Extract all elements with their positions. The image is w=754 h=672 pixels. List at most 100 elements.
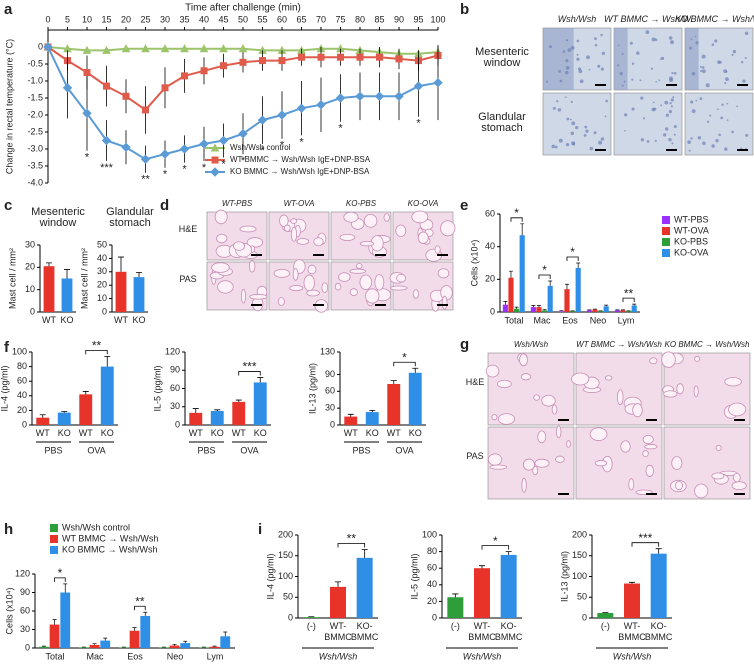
error-bar [136, 272, 142, 278]
error-bar [52, 619, 57, 625]
airway [616, 389, 624, 406]
legend-label: WT-OVA [674, 225, 709, 235]
legend-label: WT BMMC → Wsh/Wsh IgE+DNP-BSA [230, 155, 371, 164]
significance-label: * [542, 263, 547, 277]
cell [565, 65, 570, 70]
marker [62, 83, 73, 93]
significance-label: *** [242, 360, 256, 374]
cell [631, 78, 634, 81]
cell [631, 107, 635, 111]
error-bar [536, 305, 541, 308]
y-tick-label: -2.0 [27, 109, 43, 119]
chart-title: Time after challenge (min) [185, 3, 301, 14]
error-bar [183, 640, 188, 644]
marker [218, 135, 229, 146]
airway [732, 473, 741, 483]
airway [715, 444, 722, 451]
panel-letter: b [460, 1, 469, 18]
x-tick-label: KO-BMMC [644, 621, 673, 642]
marker [122, 92, 130, 100]
x-tick-label-box: WT-BMMC [618, 621, 646, 642]
y-tick-label: 80 [427, 546, 437, 556]
significance-label: * [221, 158, 226, 170]
marker [239, 58, 247, 66]
error-bar [479, 565, 485, 569]
cell [701, 66, 705, 69]
error-bar [335, 581, 341, 587]
error-bar [39, 414, 46, 418]
group-label: OVA [87, 445, 105, 455]
cell [551, 144, 556, 149]
airway [396, 273, 407, 283]
cell [586, 55, 590, 60]
bar [592, 309, 598, 312]
bar [209, 646, 220, 648]
bar [542, 310, 548, 312]
marker [219, 44, 228, 53]
airway [675, 480, 683, 491]
x-tick-label-box: WT [42, 315, 56, 325]
micrograph-column-label-box: KO BMMC → Wsh/Wsh [665, 340, 750, 349]
significance-bracket [510, 217, 523, 222]
significance-bracket [631, 542, 660, 547]
micrograph [613, 92, 683, 156]
micrograph [389, 261, 454, 312]
significance-bracket [538, 274, 551, 279]
micrograph-column-label-box: Wsh/Wsh [514, 340, 548, 349]
y-tick-label: 0 [175, 419, 180, 429]
x-tick-label: (-) [306, 621, 316, 631]
y-tick-label: -3.5 [27, 160, 43, 170]
marker [277, 110, 287, 120]
airway [296, 238, 310, 245]
airway [489, 464, 508, 470]
x-tick-label: Lym [618, 315, 635, 325]
airway [693, 385, 699, 398]
group-label: Wsh/Wsh [463, 651, 502, 661]
airway [365, 288, 380, 304]
x-tick-label-box: KO-BMMC [495, 621, 523, 642]
marker [238, 128, 248, 139]
cell [621, 52, 624, 55]
error-bar [505, 551, 512, 555]
cell [720, 116, 724, 120]
tissue-band [543, 28, 574, 90]
significance-label: *** [638, 531, 652, 545]
airway [644, 444, 658, 450]
significance-label: * [260, 145, 265, 157]
cell [670, 40, 674, 45]
cell [664, 100, 669, 105]
cell [694, 35, 697, 38]
y-tick-label: 0 [288, 612, 293, 622]
y-tick-label: 120 [15, 568, 30, 578]
cell [690, 137, 693, 140]
x-tick-label-box: KO [58, 428, 71, 438]
x-tick-label: KO [60, 315, 74, 325]
group-label: PBS [197, 445, 215, 455]
cell [711, 144, 715, 148]
airway [663, 390, 678, 398]
y-tick-label: 0 [38, 41, 43, 51]
cell [598, 140, 603, 145]
x-tick-label: 35 [179, 14, 189, 24]
x-tick-label: 45 [218, 14, 228, 24]
marker [356, 53, 364, 61]
cell [597, 64, 601, 68]
significance-bracket [337, 543, 366, 548]
airway [671, 456, 683, 470]
y-tick-label: 10 [25, 284, 35, 294]
y-tick-label: 100 [278, 571, 293, 581]
micrograph-column-label: WT BMMC → Wsh/Wsh [576, 340, 662, 349]
marker [160, 44, 170, 53]
cell [594, 43, 598, 47]
x-tick-label: WT [35, 428, 50, 438]
significance-label: * [299, 136, 304, 148]
micrograph-column-label-box: WT-OVA [284, 199, 315, 208]
bar [140, 615, 151, 648]
x-tick-label-box: KO [132, 315, 145, 325]
x-tick-label: KO [210, 428, 224, 438]
airway [349, 288, 358, 297]
x-tick-label-box: WT [344, 428, 358, 438]
marker [121, 142, 131, 153]
